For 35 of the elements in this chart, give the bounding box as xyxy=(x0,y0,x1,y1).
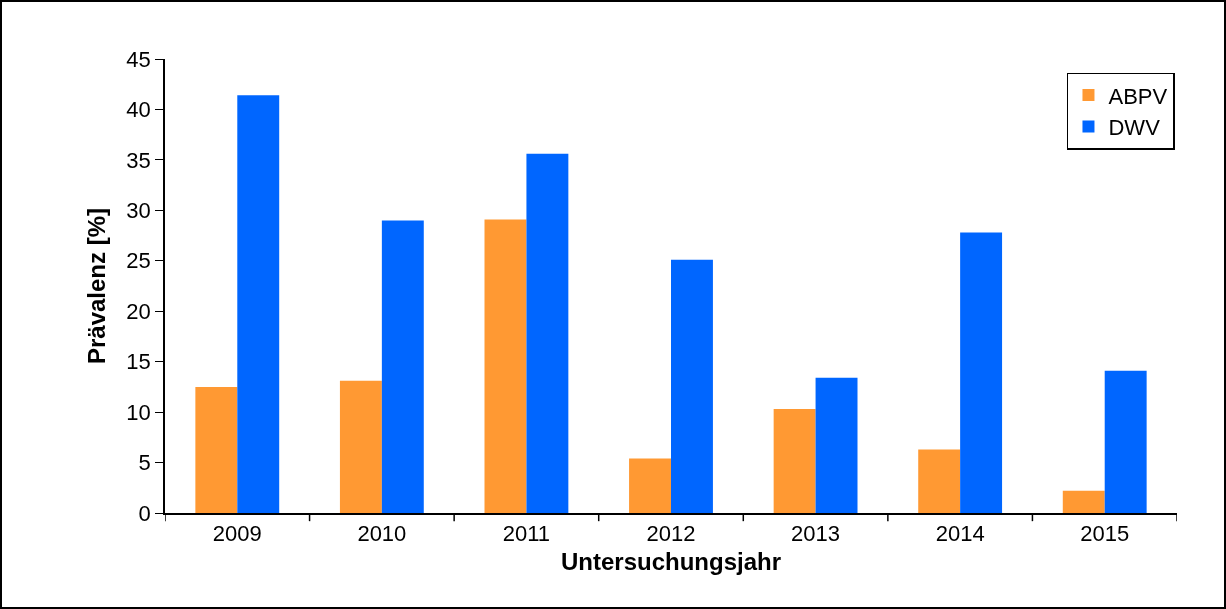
y-tick-label: 5 xyxy=(138,450,151,476)
x-tick-label: 2011 xyxy=(502,521,551,547)
y-tick-label: 15 xyxy=(126,349,151,375)
y-tick-label: 20 xyxy=(126,298,151,324)
y-axis-title: Prävalenz [%] xyxy=(82,207,110,365)
bar xyxy=(237,95,280,513)
bar xyxy=(339,380,382,513)
bar xyxy=(484,219,527,513)
y-tick-label: 40 xyxy=(126,97,151,123)
y-tick-label: 0 xyxy=(138,500,151,526)
bar xyxy=(1104,370,1147,513)
y-tick-label: 25 xyxy=(126,248,151,274)
y-tick-label: 35 xyxy=(126,147,151,173)
x-tick-label: 2015 xyxy=(1080,521,1130,547)
bar xyxy=(918,449,961,513)
bar xyxy=(381,220,424,513)
bar xyxy=(629,458,671,513)
bar xyxy=(1062,490,1105,513)
y-tick-label: 45 xyxy=(126,46,151,72)
y-tick-label: 10 xyxy=(126,399,151,425)
bar xyxy=(195,386,238,513)
x-axis-title: Untersuchungsjahr xyxy=(560,547,782,575)
bar xyxy=(815,377,858,513)
bar xyxy=(671,259,713,513)
bar xyxy=(526,153,569,513)
legend-label: ABPV xyxy=(1108,83,1168,109)
x-tick-label: 2012 xyxy=(646,521,696,547)
x-tick-label: 2013 xyxy=(791,521,841,547)
bar xyxy=(960,232,1003,513)
y-tick-label: 30 xyxy=(126,198,151,224)
x-tick-label: 2009 xyxy=(212,521,262,547)
legend-label: DWV xyxy=(1108,115,1161,141)
x-tick-label: 2010 xyxy=(357,521,407,547)
x-tick-label: 2014 xyxy=(935,521,985,547)
bar xyxy=(773,409,816,513)
